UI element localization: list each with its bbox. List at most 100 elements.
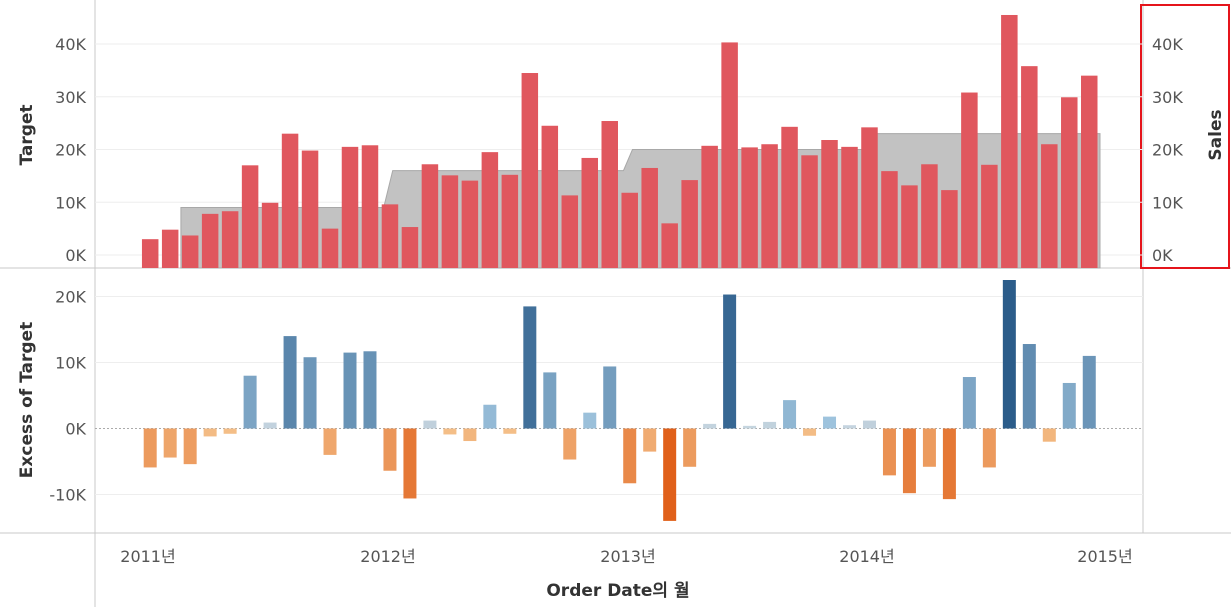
sales-bar <box>501 174 519 268</box>
sales-bar <box>321 228 339 268</box>
sales-axis-highlight-box <box>1140 4 1230 269</box>
excess-bar <box>423 420 437 429</box>
sales-bar <box>581 157 599 268</box>
sales-bar <box>841 146 858 268</box>
excess-bar <box>743 425 757 429</box>
sales-bar <box>1021 66 1038 268</box>
excess-bar <box>183 428 197 465</box>
sales-bar <box>801 155 818 268</box>
x-tick-year: 2015년 <box>1077 547 1132 566</box>
sales-bar <box>441 175 459 268</box>
excess-bar <box>483 404 497 429</box>
excess-bar <box>343 352 357 429</box>
excess-bar <box>982 428 996 468</box>
y-tick-target: 40K <box>55 35 86 54</box>
sales-bar <box>261 202 279 268</box>
sales-bar <box>481 152 499 268</box>
x-tick-year: 2011년 <box>120 547 175 566</box>
sales-bar <box>221 211 239 268</box>
excess-bar <box>1022 344 1036 429</box>
y-tick-excess: -10K <box>49 486 86 505</box>
excess-bar <box>223 428 237 434</box>
sales-bar <box>361 145 379 268</box>
sales-bar <box>881 171 898 268</box>
y-tick-target: 0K <box>65 246 86 265</box>
excess-bar <box>403 428 417 499</box>
sales-bar <box>821 140 838 268</box>
excess-bar <box>643 428 657 452</box>
excess-bar <box>443 428 457 435</box>
excess-bar <box>463 428 477 442</box>
sales-bar <box>1081 75 1098 269</box>
y-tick-target: 20K <box>55 141 86 160</box>
excess-bar <box>862 420 876 429</box>
excess-bar <box>1002 280 1016 429</box>
excess-bar <box>583 412 597 429</box>
excess-bar <box>962 377 976 429</box>
sales-bar <box>541 125 559 268</box>
excess-bar <box>323 428 337 455</box>
excess-bar <box>383 428 397 471</box>
sales-bar <box>741 147 758 268</box>
sales-bar <box>461 180 479 268</box>
excess-bar <box>363 351 377 429</box>
sales-bar <box>421 164 439 268</box>
y-axis-title-target: Target <box>17 104 37 165</box>
sales-bar <box>681 180 698 268</box>
excess-bar <box>902 428 916 494</box>
excess-bar <box>543 372 557 429</box>
excess-bar <box>263 422 277 429</box>
excess-bar <box>942 428 956 500</box>
excess-bar <box>623 428 637 484</box>
y-tick-sales: 20K <box>1152 141 1183 160</box>
sales-bar <box>601 121 618 268</box>
sales-bar <box>401 227 419 268</box>
excess-bar <box>723 294 737 429</box>
sales-bar <box>141 239 159 268</box>
excess-bar <box>143 428 157 468</box>
sales-bar <box>341 146 359 268</box>
sales-bar <box>181 235 199 268</box>
excess-bar <box>683 428 697 467</box>
sales-bar <box>1001 14 1018 268</box>
sales-bar <box>521 73 539 268</box>
sales-bar <box>381 204 399 268</box>
sales-bar <box>241 165 259 268</box>
sales-bar <box>561 195 579 268</box>
y-tick-sales: 40K <box>1152 35 1183 54</box>
excess-bar <box>523 306 537 429</box>
excess-bar <box>283 336 297 429</box>
x-tick-year: 2012년 <box>360 547 415 566</box>
excess-bar <box>823 416 837 429</box>
y-tick-target: 10K <box>55 193 86 212</box>
x-axis-title: Order Date의 월 <box>546 581 689 601</box>
sales-bar <box>201 213 219 268</box>
sales-bar <box>761 144 778 268</box>
excess-bars <box>143 280 1096 521</box>
sales-bar <box>621 192 638 268</box>
excess-bar <box>663 428 677 521</box>
excess-bar <box>783 400 797 429</box>
sales-bar <box>161 229 179 268</box>
sales-bar <box>661 223 678 268</box>
excess-bar <box>803 428 817 436</box>
excess-bar <box>1082 355 1096 429</box>
excess-bar <box>763 421 777 429</box>
sales-bar <box>961 92 978 268</box>
y-tick-excess: 10K <box>55 354 86 373</box>
sales-bar <box>781 126 798 268</box>
excess-bar <box>703 423 717 429</box>
sales-bar <box>301 150 319 268</box>
y-tick-target: 30K <box>55 88 86 107</box>
sales-bars <box>141 14 1098 269</box>
excess-bar <box>163 428 177 458</box>
sales-bar <box>861 127 878 268</box>
excess-bar <box>922 428 936 467</box>
excess-bar <box>203 428 217 437</box>
sales-bar <box>901 185 918 268</box>
y-tick-sales: 30K <box>1152 88 1183 107</box>
sales-bar <box>941 190 958 268</box>
sales-bar <box>981 164 998 268</box>
excess-bar <box>882 428 896 476</box>
